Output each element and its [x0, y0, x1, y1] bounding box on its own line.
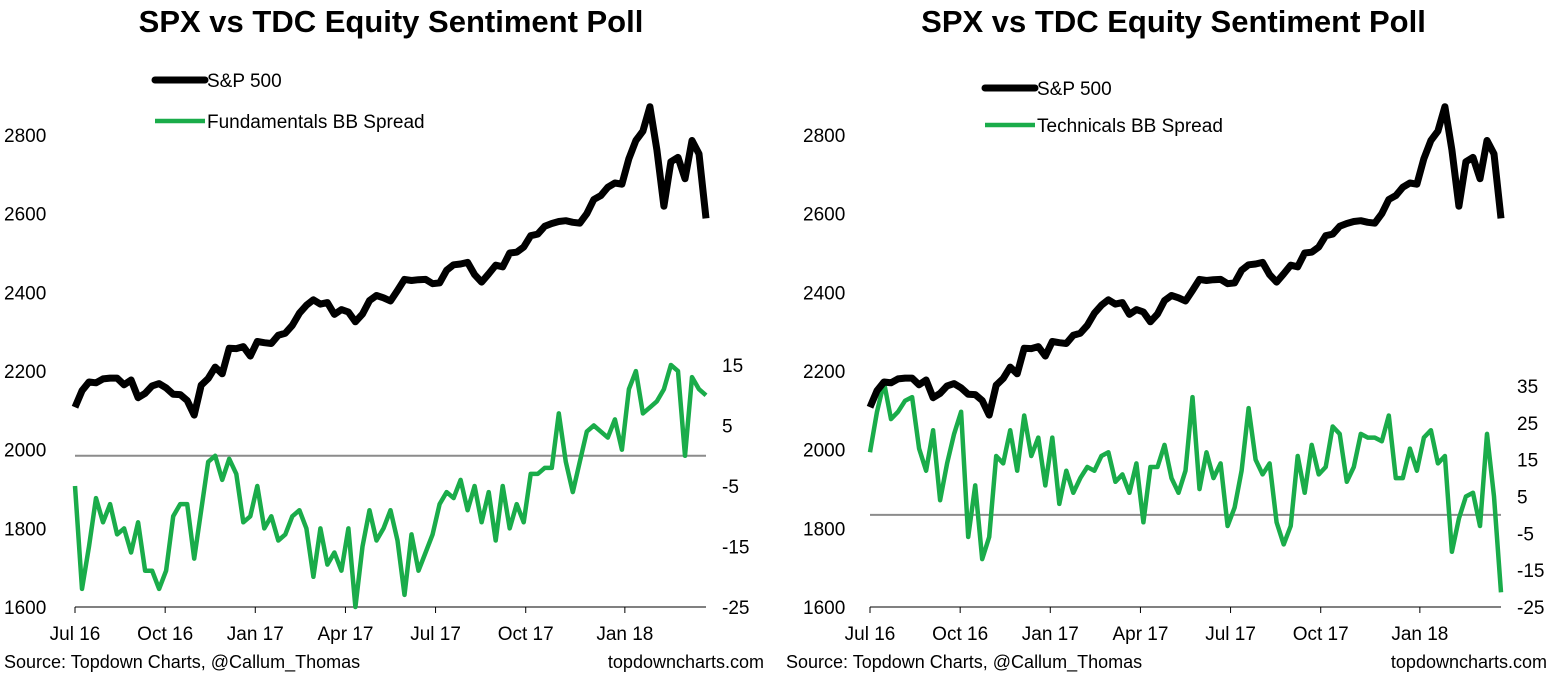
x-tick-label: Jan 17 [1022, 624, 1079, 645]
x-tick-label: Jul 16 [50, 624, 101, 645]
site-credit: topdowncharts.com [1390, 652, 1547, 672]
x-tick-label: Apr 17 [1112, 624, 1168, 645]
y-right-tick-label: -25 [722, 598, 749, 619]
x-tick-label: Oct 17 [1293, 624, 1349, 645]
x-tick-label: Oct 16 [137, 624, 193, 645]
series-line-spx [71, 103, 710, 419]
y-left-tick-label: 2400 [4, 283, 46, 304]
y-left-tick-label: 1800 [4, 519, 46, 540]
y-left-tick-label: 2800 [4, 126, 46, 147]
y-left-tick-label: 2000 [4, 441, 46, 462]
y-left-tick-label: 1600 [4, 598, 46, 619]
y-left-tick-label: 2000 [803, 441, 845, 462]
y-left-tick-label: 2200 [803, 362, 845, 383]
x-tick-label: Jul 16 [845, 624, 896, 645]
y-right-tick-label: -5 [722, 477, 739, 498]
x-tick-label: Apr 17 [317, 624, 373, 645]
y-left-tick-label: 2600 [4, 205, 46, 226]
y-left-tick-label: 2400 [803, 283, 845, 304]
y-right-tick-label: -15 [722, 538, 749, 559]
series-line-spread [867, 380, 1504, 593]
chart-title: SPX vs TDC Equity Sentiment Poll [138, 4, 644, 39]
y-right-tick-label: -15 [1517, 561, 1544, 582]
source-note: Source: Topdown Charts, @Callum_Thomas [4, 652, 361, 672]
y-left-tick-label: 2600 [803, 205, 845, 226]
source-note: Source: Topdown Charts, @Callum_Thomas [786, 652, 1143, 672]
x-tick-label: Oct 16 [932, 624, 988, 645]
y-right-tick-label: 5 [1517, 488, 1528, 509]
y-right-tick-label: 5 [722, 417, 733, 438]
y-right-tick-label: 35 [1517, 377, 1538, 398]
x-tick-label: Jan 18 [1391, 624, 1448, 645]
y-right-tick-label: 25 [1517, 414, 1538, 435]
y-right-tick-label: 15 [722, 356, 743, 377]
y-right-tick-label: 15 [1517, 451, 1538, 472]
series-line-spx [866, 103, 1505, 419]
y-left-tick-label: 1600 [803, 598, 845, 619]
y-left-tick-label: 2200 [4, 362, 46, 383]
x-tick-label: Jul 17 [1205, 624, 1256, 645]
chart-panel-technicals: SPX vs TDC Equity Sentiment Poll 1600 180… [782, 0, 1565, 679]
y-left-tick-label: 1800 [803, 519, 845, 540]
x-tick-label: Jan 18 [596, 624, 653, 645]
legend-label: S&P 500 [1037, 79, 1112, 100]
chart-svg-fundamentals: 1600 1800 2000 2200 2400 2600 2800 -25 -15 -5 5 15 J… [4, 71, 749, 645]
series-line-spread [72, 362, 708, 610]
site-credit: topdowncharts.com [607, 652, 764, 672]
x-tick-label: Jan 17 [227, 624, 284, 645]
legend-label: S&P 500 [207, 71, 282, 92]
y-left-tick-label: 2800 [803, 126, 845, 147]
legend-label: Technicals BB Spread [1037, 116, 1223, 137]
chart-panel-fundamentals: SPX vs TDC Equity Sentiment Poll 1600 180… [0, 0, 782, 679]
x-tick-label: Jul 17 [410, 624, 461, 645]
chart-title: SPX vs TDC Equity Sentiment Poll [921, 4, 1426, 39]
chart-svg-technicals: 1600 1800 2000 2200 2400 2600 2800 -25 -15 -5 5 15 2… [803, 79, 1544, 645]
x-tick-label: Oct 17 [498, 624, 554, 645]
y-right-tick-label: -5 [1517, 524, 1534, 545]
y-right-tick-label: -25 [1517, 598, 1544, 619]
legend-label: Fundamentals BB Spread [207, 112, 425, 133]
